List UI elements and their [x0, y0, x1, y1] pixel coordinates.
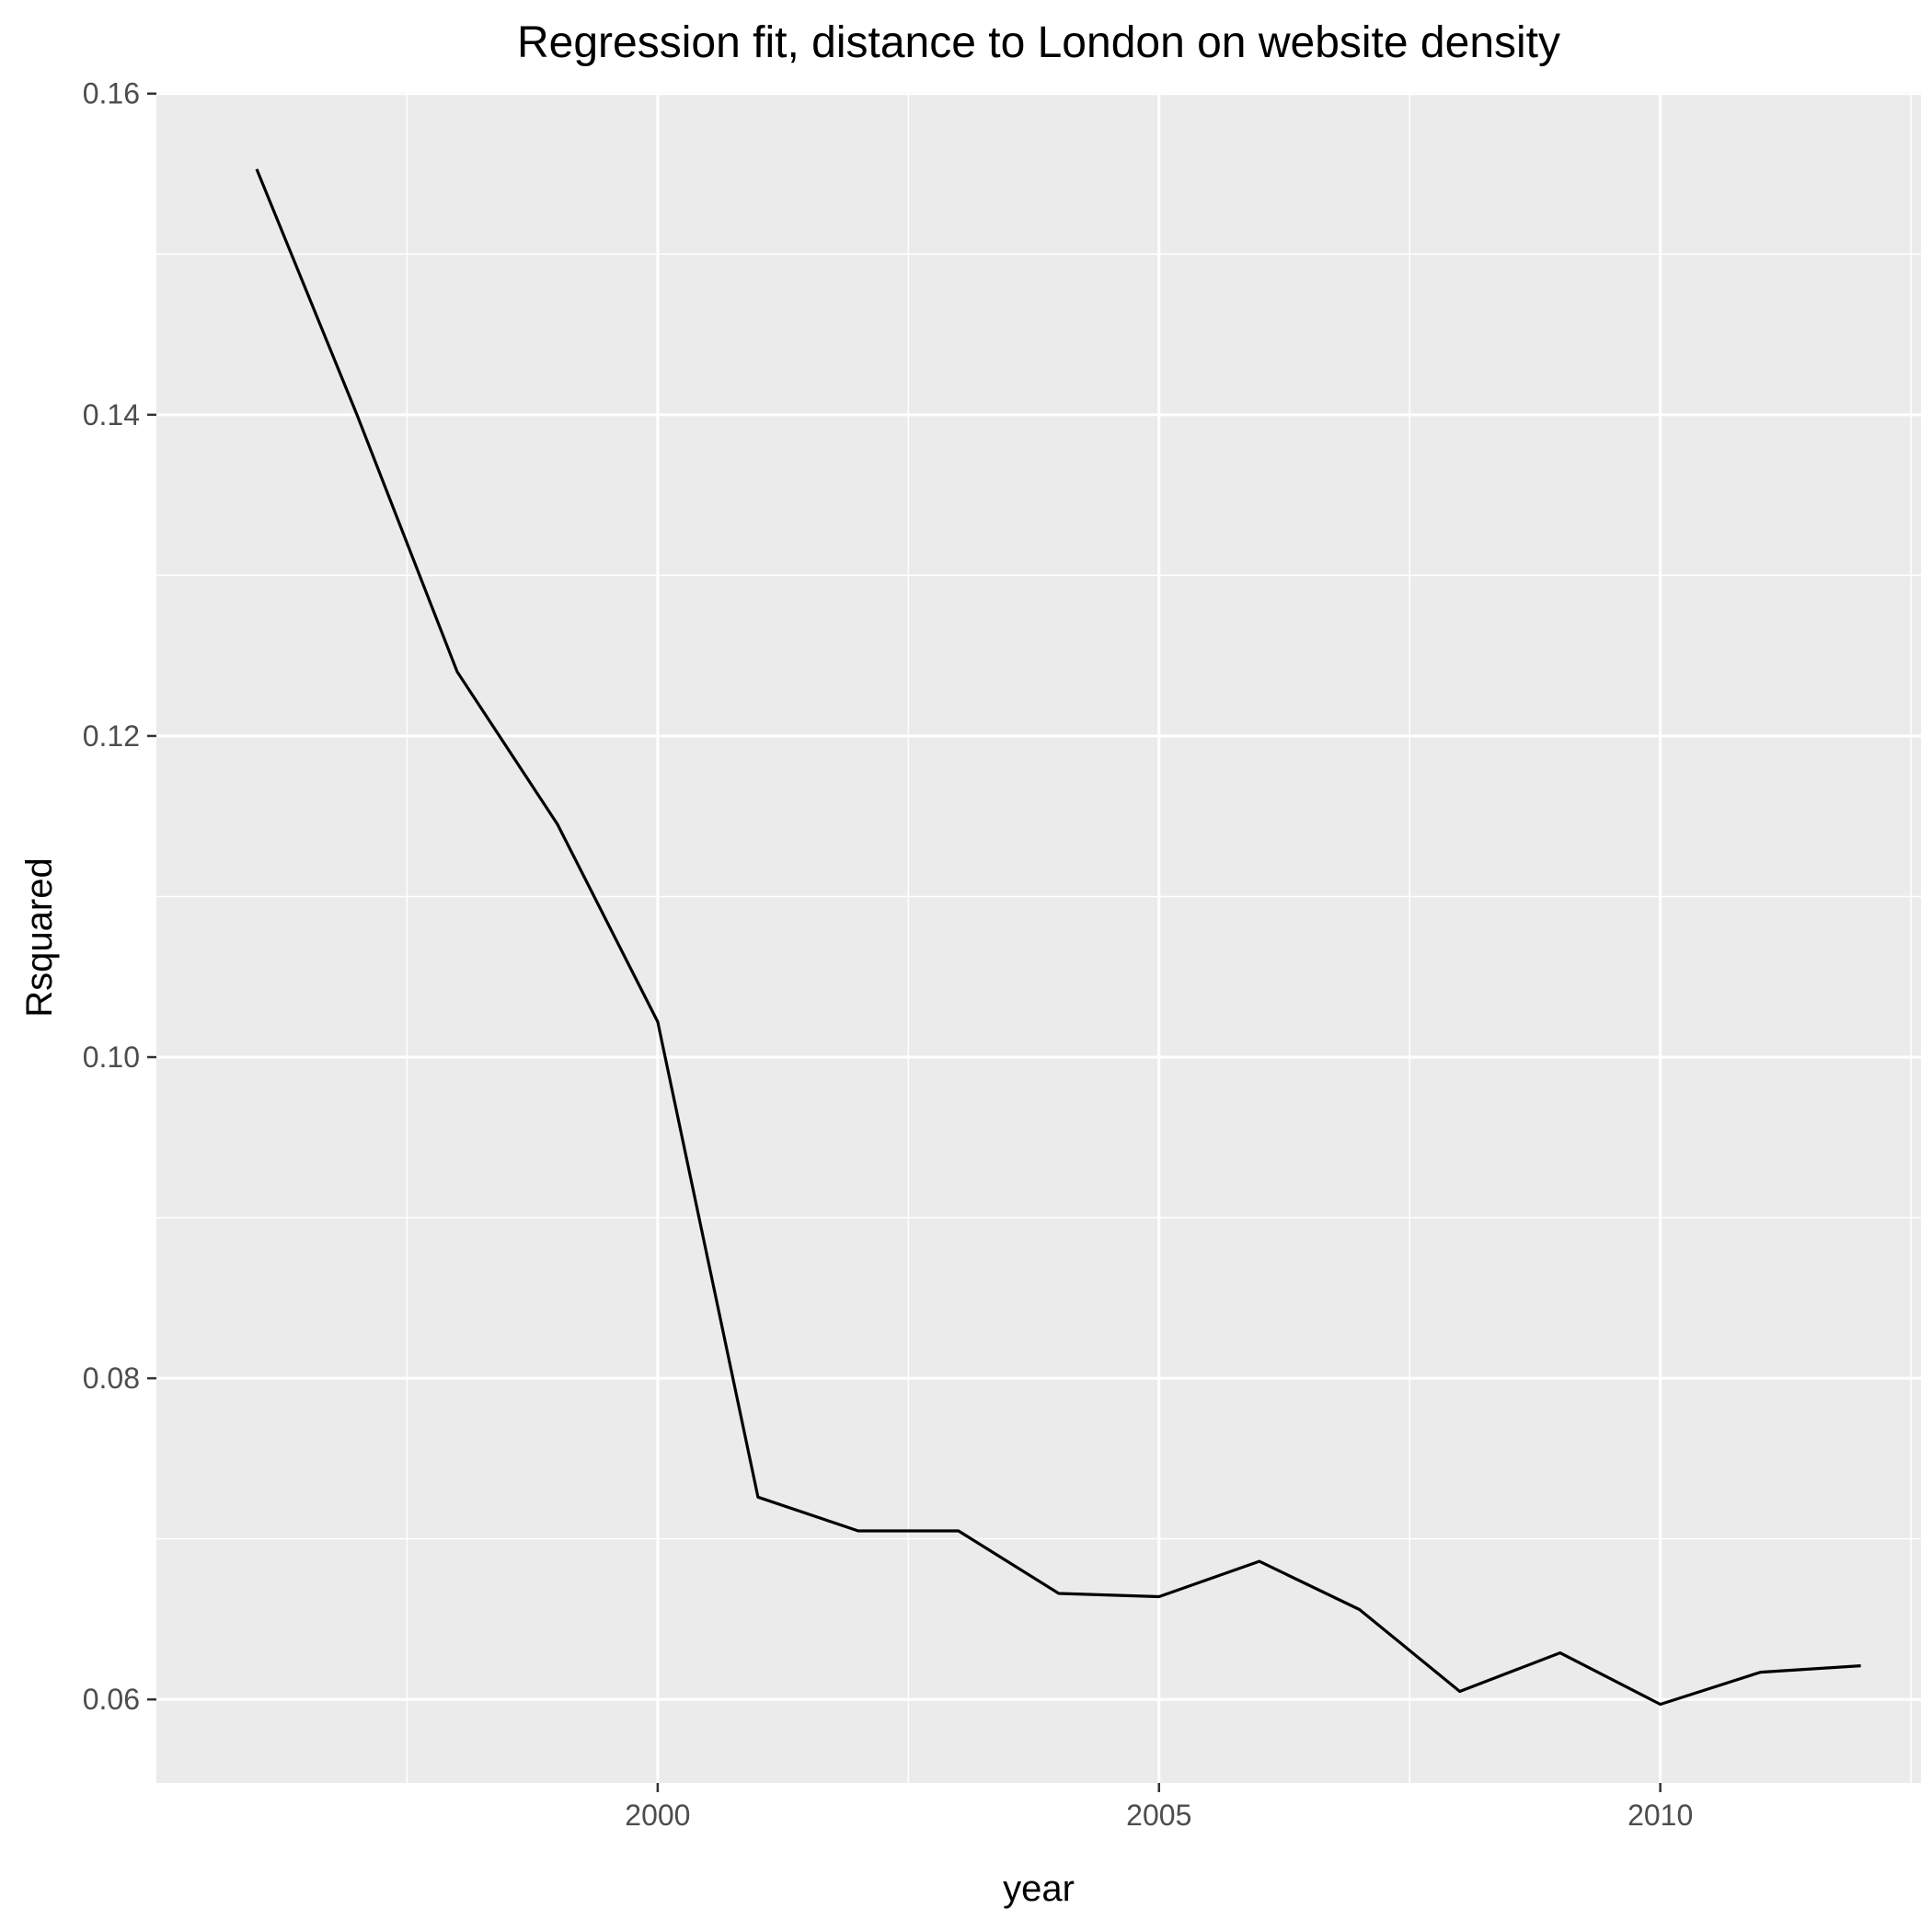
axis-ticks [147, 92, 1662, 1792]
y-axis-title: Rsquared [19, 857, 60, 1017]
tick-labels: 2000 2005 2010 0.06 0.08 0.10 0.12 0.14 0.16 [83, 77, 1694, 1832]
y-tick-label: 0.10 [83, 1041, 140, 1074]
x-tick-label: 2000 [625, 1799, 690, 1832]
x-axis-title: year [1003, 1869, 1075, 1909]
x-tick-label: 2005 [1126, 1799, 1191, 1832]
series-layer [255, 168, 1861, 1707]
y-tick-label: 0.14 [83, 398, 140, 431]
y-tick-label: 0.16 [83, 77, 140, 110]
y-tick-label: 0.12 [83, 719, 140, 753]
major-gridlines [156, 92, 1921, 1783]
series-line [255, 168, 1861, 1707]
plot-panel [156, 92, 1921, 1783]
chart-title: Regression fit, distance to London on we… [517, 18, 1560, 67]
x-tick-label: 2010 [1627, 1799, 1693, 1832]
y-tick-label: 0.08 [83, 1362, 140, 1395]
minor-gridlines [156, 92, 1921, 1783]
y-tick-label: 0.06 [83, 1683, 140, 1716]
